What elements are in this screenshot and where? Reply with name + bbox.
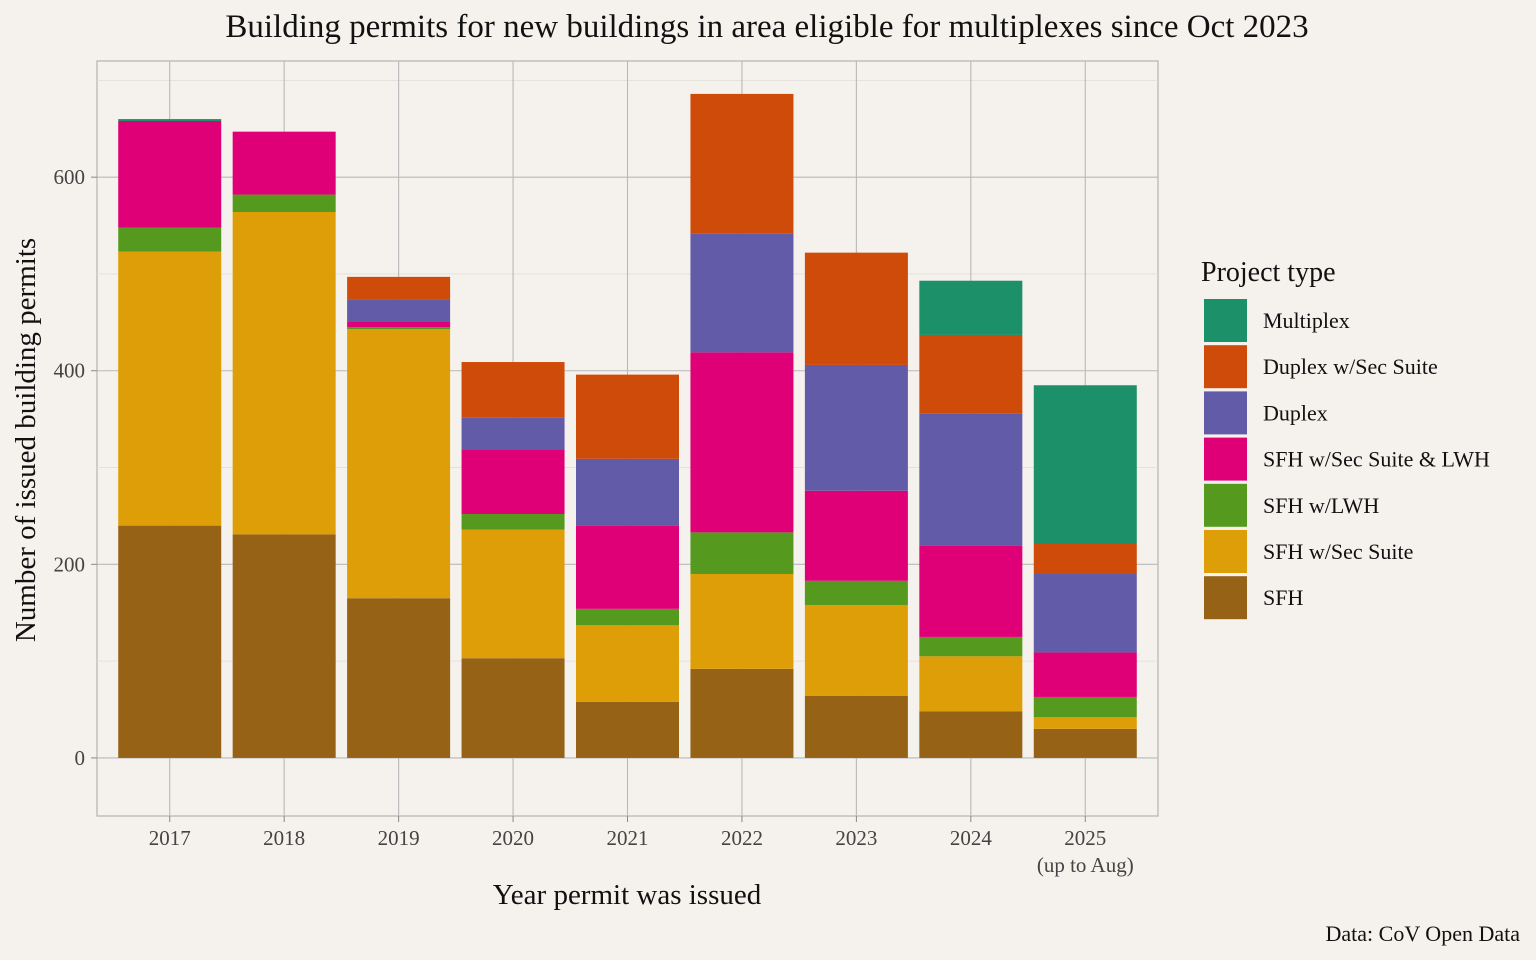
legend-label: Duplex bbox=[1263, 400, 1328, 425]
bar-segment bbox=[576, 625, 679, 702]
bar-segment bbox=[804, 490, 908, 581]
bar-segment bbox=[804, 252, 908, 365]
x-tick-label: 2022 bbox=[721, 826, 763, 850]
bar-segment bbox=[461, 417, 565, 450]
legend: Project type Multiplex Duplex w/Sec Suite… bbox=[1201, 257, 1490, 620]
bar-segment bbox=[232, 194, 336, 212]
bar-segment bbox=[347, 321, 451, 328]
bar-segment bbox=[461, 529, 565, 659]
bar-segment bbox=[118, 227, 222, 252]
bar-segment bbox=[232, 212, 336, 535]
bar-segment bbox=[1033, 717, 1137, 729]
bar-segment bbox=[118, 119, 222, 122]
bar-segment bbox=[1033, 574, 1137, 653]
bar-segment bbox=[919, 656, 1023, 712]
bar-segment bbox=[690, 668, 794, 758]
y-tick-label: 600 bbox=[54, 165, 86, 189]
y-axis-title: Number of issued building permits bbox=[10, 238, 42, 642]
bar-segment bbox=[347, 276, 451, 300]
legend-swatch bbox=[1204, 345, 1247, 389]
x-tick-label: 2019 bbox=[378, 826, 420, 850]
bar-segment bbox=[232, 131, 336, 195]
legend-label: SFH bbox=[1263, 585, 1303, 610]
bar-segment bbox=[576, 608, 679, 626]
legend-items: Multiplex Duplex w/Sec Suite Duplex SFH w/S… bbox=[1204, 299, 1490, 620]
bar-segment bbox=[919, 711, 1023, 758]
bar-segment bbox=[919, 280, 1023, 335]
bar-segment bbox=[118, 121, 222, 228]
x-tick-label: 2025 bbox=[1064, 826, 1106, 850]
bar-segment bbox=[576, 701, 679, 758]
plot-area: 0 200 400 600 2017 2018 2019 2020 2021 2022 2023 20… bbox=[54, 60, 1159, 877]
bar-segment bbox=[232, 534, 336, 758]
bar-segment bbox=[1033, 696, 1137, 718]
x-tick-label: 2023 bbox=[835, 826, 877, 850]
legend-label: SFH w/Sec Suite bbox=[1263, 539, 1413, 564]
legend-swatch bbox=[1204, 576, 1247, 620]
y-tick-label: 400 bbox=[54, 359, 86, 383]
bar-segment bbox=[804, 695, 908, 758]
bar-segment bbox=[1033, 728, 1137, 758]
y-tick-label: 200 bbox=[54, 552, 86, 576]
bar-segment bbox=[347, 329, 451, 599]
x-tick-label: 2024 bbox=[950, 826, 993, 850]
bar-segment bbox=[690, 352, 794, 533]
bar-segment bbox=[576, 374, 679, 459]
legend-swatch bbox=[1204, 299, 1247, 342]
bar-segment bbox=[1033, 652, 1137, 697]
source-caption: Data: CoV Open Data bbox=[1326, 921, 1521, 946]
x-tick-label: 2020 bbox=[492, 826, 534, 850]
legend-swatch bbox=[1204, 483, 1247, 527]
bar-segment bbox=[919, 413, 1023, 546]
bar-segment bbox=[919, 334, 1023, 414]
bar-segment bbox=[804, 580, 908, 605]
y-tick-label: 0 bbox=[75, 746, 86, 770]
legend-label: Multiplex bbox=[1263, 308, 1350, 333]
bar-segment bbox=[919, 636, 1023, 657]
bar-segment bbox=[1033, 544, 1137, 575]
legend-swatch bbox=[1204, 437, 1247, 481]
legend-swatch bbox=[1204, 530, 1247, 573]
chart-title: Building permits for new buildings in ar… bbox=[225, 9, 1308, 45]
bar-segment bbox=[804, 364, 908, 491]
x-tick-label: 2017 bbox=[149, 826, 191, 850]
x-axis-title: Year permit was issued bbox=[493, 879, 762, 911]
bar-segment bbox=[347, 598, 451, 758]
x-tick-label: 2021 bbox=[607, 826, 649, 850]
bar-segment bbox=[690, 233, 794, 353]
bar-segment bbox=[118, 525, 222, 758]
bar-segment bbox=[118, 251, 222, 526]
legend-swatch bbox=[1204, 391, 1247, 435]
bar-segment bbox=[347, 299, 451, 322]
bar-segment bbox=[576, 458, 679, 526]
bar-segment bbox=[347, 327, 451, 330]
bar-segment bbox=[1033, 385, 1137, 545]
bar-segment bbox=[461, 514, 565, 530]
bar-segment bbox=[461, 449, 565, 514]
bar-segment bbox=[690, 574, 794, 669]
legend-label: SFH w/Sec Suite & LWH bbox=[1263, 447, 1490, 472]
bar-segment bbox=[804, 604, 908, 696]
x-tick-label: (up to Aug) bbox=[1037, 853, 1134, 877]
bar-segment bbox=[919, 545, 1023, 637]
bar-segment bbox=[690, 93, 794, 234]
legend-title: Project type bbox=[1201, 257, 1336, 288]
bar-segment bbox=[576, 525, 679, 609]
legend-label: Duplex w/Sec Suite bbox=[1263, 354, 1438, 379]
bar-segment bbox=[461, 658, 565, 758]
bar-segment bbox=[461, 362, 565, 418]
legend-label: SFH w/LWH bbox=[1263, 493, 1379, 518]
bar-segment bbox=[690, 532, 794, 575]
x-tick-label: 2018 bbox=[263, 826, 305, 850]
